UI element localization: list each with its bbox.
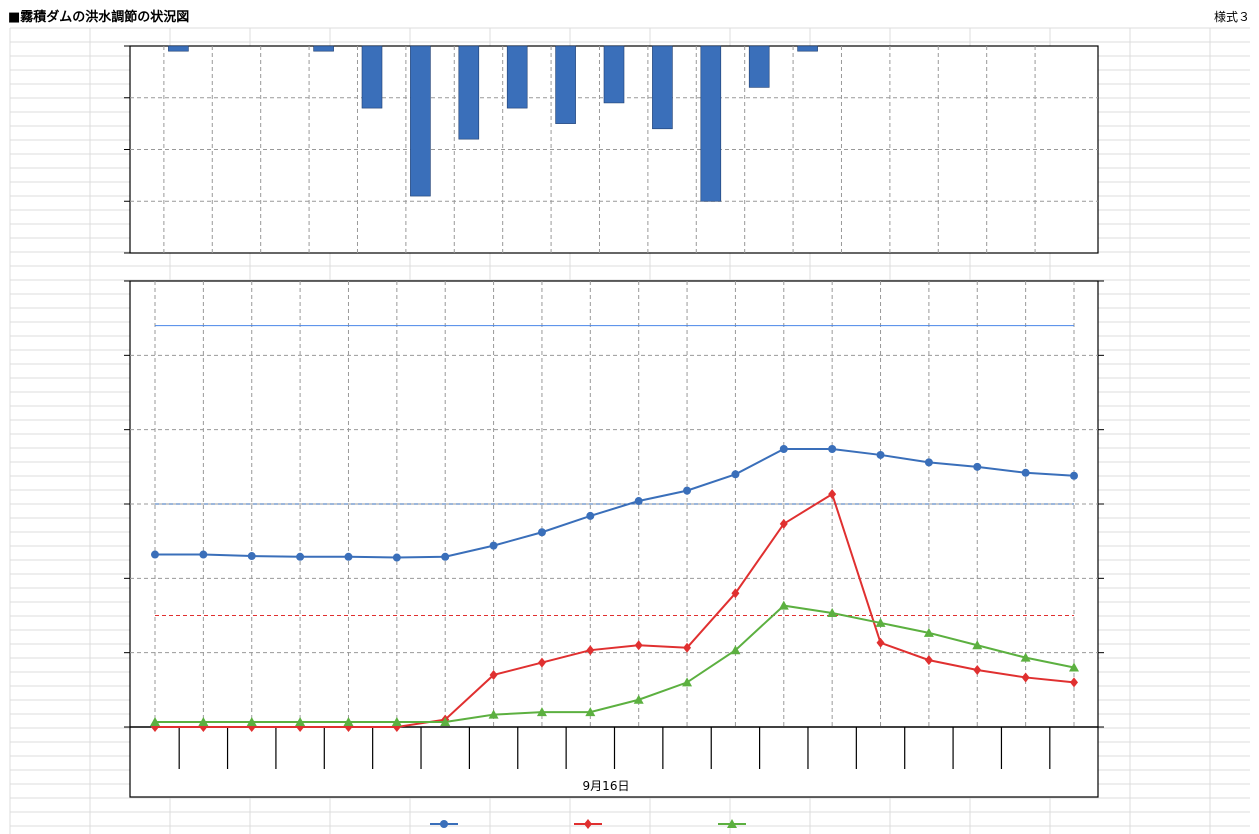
point-marker	[296, 552, 305, 561]
point-marker	[247, 552, 256, 561]
point-marker	[489, 541, 498, 550]
point-marker	[683, 486, 692, 495]
point-marker	[343, 717, 354, 727]
form-label: 様式３	[1214, 10, 1250, 24]
water-level-panel	[124, 280, 1104, 798]
rainfall-bar	[748, 45, 770, 88]
series-line	[155, 492, 1075, 728]
point-marker	[876, 450, 885, 459]
rainfall-bar	[410, 45, 431, 197]
rainfall-bar	[313, 45, 334, 52]
point-marker	[1069, 662, 1079, 672]
point-marker	[586, 511, 595, 520]
point-marker	[441, 552, 450, 561]
point-marker	[1070, 471, 1078, 480]
point-marker	[634, 640, 643, 651]
point-marker	[875, 617, 886, 627]
rainfall-panel	[124, 45, 1099, 254]
point-marker	[828, 489, 837, 500]
point-marker	[585, 707, 596, 717]
point-marker	[199, 550, 208, 559]
point-marker	[489, 669, 498, 680]
point-marker	[727, 819, 737, 828]
x-axis-label: 9月16日	[583, 779, 630, 793]
series-line	[155, 447, 1075, 559]
point-marker	[633, 694, 644, 704]
point-marker	[198, 717, 209, 727]
point-marker	[730, 645, 741, 655]
point-marker	[295, 717, 306, 727]
legend	[430, 819, 746, 829]
point-marker	[392, 553, 401, 562]
point-marker	[344, 552, 353, 561]
point-marker	[440, 717, 451, 727]
point-marker	[972, 640, 983, 650]
rainfall-bar	[168, 45, 189, 52]
point-marker	[779, 518, 788, 529]
point-marker	[586, 645, 595, 656]
point-marker	[391, 717, 402, 727]
point-marker	[828, 444, 837, 453]
point-marker	[683, 642, 692, 653]
point-marker	[924, 458, 933, 467]
point-marker	[827, 608, 838, 618]
point-marker	[924, 655, 933, 666]
rainfall-bar	[506, 45, 528, 109]
point-marker	[731, 470, 740, 479]
point-marker	[876, 637, 885, 648]
series-triangle	[150, 600, 1079, 727]
point-marker	[1021, 672, 1030, 683]
point-marker	[1020, 652, 1031, 662]
point-marker	[682, 677, 693, 687]
rainfall-bar	[797, 45, 818, 52]
point-marker	[536, 707, 547, 717]
point-marker	[151, 550, 159, 559]
rainfall-bar	[458, 45, 480, 140]
point-marker	[923, 627, 934, 637]
point-marker	[440, 820, 448, 828]
point-marker	[973, 665, 982, 676]
point-marker	[537, 657, 546, 668]
point-marker	[973, 462, 982, 471]
series-circle	[151, 444, 1078, 562]
point-marker	[150, 717, 160, 727]
rainfall-bar	[700, 45, 722, 202]
series-line	[155, 604, 1075, 724]
chart-title: ■霧積ダムの洪水調節の状況図	[8, 9, 189, 25]
rainfall-bar	[603, 45, 625, 104]
point-marker	[246, 717, 257, 727]
point-marker	[731, 588, 740, 599]
rainfall-bar	[652, 45, 673, 130]
point-marker	[779, 444, 788, 453]
point-marker	[1070, 677, 1078, 688]
rainfall-bar	[555, 45, 576, 124]
point-marker	[634, 497, 643, 506]
water-plot-area	[129, 280, 1099, 798]
point-marker	[1021, 468, 1030, 477]
point-marker	[584, 819, 592, 829]
x-axis-label-group: 9月16日	[583, 779, 630, 793]
point-marker	[537, 528, 546, 537]
rainfall-bar	[361, 45, 383, 109]
point-marker	[778, 600, 789, 610]
point-marker	[488, 709, 499, 719]
